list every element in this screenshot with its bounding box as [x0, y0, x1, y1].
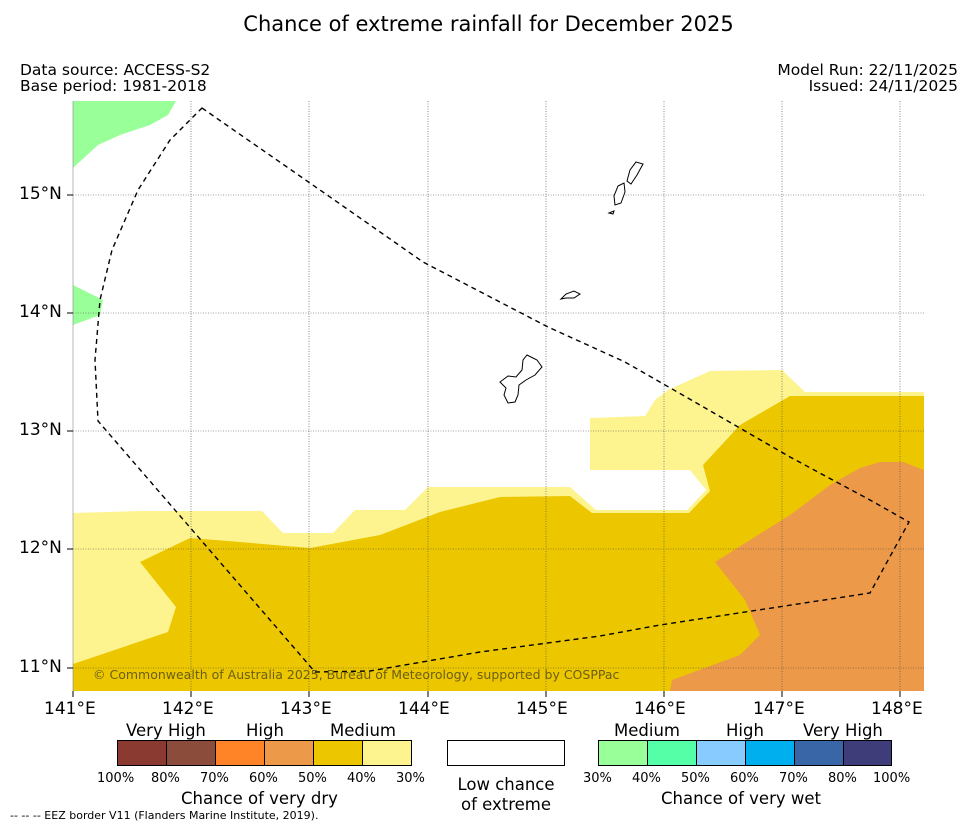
wet-medium-region-north	[73, 101, 176, 168]
dry-tick-50: 50%	[298, 771, 327, 786]
lat-tick-11: 11°N	[19, 657, 62, 677]
lon-tick-145: 145°E	[516, 699, 568, 719]
legend-dry-medium: Medium	[330, 721, 396, 740]
wet-tick-100: 100%	[873, 771, 911, 786]
lon-tick-141: 141°E	[44, 699, 96, 719]
lat-tick-13: 13°N	[19, 420, 62, 440]
legend-dry-caption: Chance of very dry	[181, 789, 338, 808]
lon-tick-142: 142°E	[162, 699, 214, 719]
islands	[499, 161, 644, 404]
lat-tick-12: 12°N	[19, 538, 62, 558]
issued-date: Issued: 24/11/2025	[808, 77, 958, 95]
aguijan-island	[607, 210, 615, 215]
chart-title: Chance of extreme rainfall for December …	[243, 12, 734, 36]
dry-high-region	[670, 462, 924, 691]
dry-tick-70: 70%	[200, 771, 229, 786]
wet-medium-region-west	[73, 285, 103, 325]
dry-swatch-5	[313, 740, 363, 766]
wet-swatch-6	[843, 740, 892, 766]
legend-neutral-line1: Low chance	[457, 775, 555, 794]
lat-tick-15: 15°N	[19, 184, 62, 204]
base-period: Base period: 1981-2018	[20, 77, 207, 95]
dry-swatch-6	[362, 740, 412, 766]
legend-dry-very-high: Very High	[126, 721, 206, 740]
legend-neutral-line2: of extreme	[460, 795, 552, 814]
dry-tick-60: 60%	[249, 771, 278, 786]
wet-swatch-3	[696, 740, 746, 766]
dry-swatch-4	[264, 740, 314, 766]
lon-tick-148: 148°E	[871, 699, 923, 719]
wet-tick-60: 60%	[730, 771, 759, 786]
wet-tick-50: 50%	[681, 771, 710, 786]
lon-tick-144: 144°E	[398, 699, 450, 719]
copyright-notice: © Commonwealth of Australia 2025, Bureau…	[93, 667, 620, 682]
data-source: Data source: ACCESS-S2	[20, 61, 211, 79]
dry-tick-30: 30%	[396, 771, 425, 786]
wet-swatch-1	[598, 740, 648, 766]
wet-tick-80: 80%	[828, 771, 857, 786]
legend-wet-medium: Medium	[614, 721, 680, 740]
wet-tick-40: 40%	[632, 771, 661, 786]
legend-wet-caption: Chance of very wet	[661, 789, 821, 808]
dry-tick-100: 100%	[97, 771, 135, 786]
tinian-island	[613, 182, 626, 206]
eez-border	[94, 107, 910, 673]
lon-tick-146: 146°E	[634, 699, 686, 719]
dry-swatch-1	[117, 740, 167, 766]
model-run: Model Run: 22/11/2025	[777, 61, 958, 79]
lon-tick-147: 147°E	[753, 699, 805, 719]
eez-footnote: -- -- -- EEZ border V11 (Flanders Marine…	[10, 809, 319, 822]
legend-dry-high: High	[246, 721, 284, 740]
wet-tick-70: 70%	[779, 771, 808, 786]
lon-tick-143: 143°E	[280, 699, 332, 719]
saipan-island	[626, 161, 644, 185]
map-gridlines	[73, 101, 924, 691]
dry-tick-40: 40%	[347, 771, 376, 786]
wet-swatch-2	[647, 740, 697, 766]
wet-tick-30: 30%	[583, 771, 612, 786]
rota-island	[559, 290, 581, 300]
lat-tick-14: 14°N	[19, 302, 62, 322]
wet-swatch-4	[745, 740, 795, 766]
wet-swatch-5	[794, 740, 844, 766]
legend-wet-very-high: Very High	[803, 721, 883, 740]
guam-island	[499, 354, 543, 404]
neutral-swatch	[447, 740, 565, 766]
dry-swatch-3	[215, 740, 265, 766]
legend-wet-high: High	[726, 721, 764, 740]
dry-swatch-2	[166, 740, 216, 766]
dry-tick-80: 80%	[151, 771, 180, 786]
